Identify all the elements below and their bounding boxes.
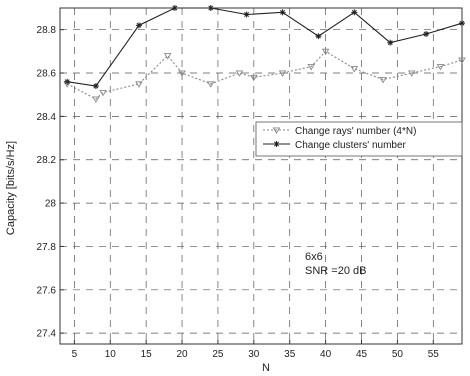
star-stroke [64, 79, 70, 85]
x-tick-label: 50 [392, 349, 404, 360]
legend-box [255, 121, 463, 157]
series-1-point [235, 70, 244, 77]
y-tick-label: 27.8 [37, 242, 57, 253]
series-1-point [278, 70, 287, 77]
series-1-point [379, 76, 387, 84]
series-2-point [279, 9, 286, 16]
series-1-point [135, 81, 143, 88]
y-tick-label: 28.4 [37, 112, 57, 123]
series-2-point [459, 20, 465, 27]
star-stroke [244, 12, 250, 17]
series-2-point [351, 9, 358, 16]
star-stroke [172, 5, 178, 11]
series-1-point [206, 81, 215, 88]
x-axis-label: N [262, 362, 270, 374]
series-1-point [250, 74, 258, 82]
legend-items: Change rays' number (4*N) Change clusters… [263, 126, 416, 151]
star-stroke [351, 9, 357, 15]
series-1-point [307, 63, 316, 71]
y-axis-ticks: 27.4 27.6 27.8 28 28.2 28.4 28.6 28.8 [37, 25, 64, 340]
annotation-size: 6x6 [305, 251, 323, 263]
series-1-point [458, 57, 466, 64]
series-2-point [171, 5, 178, 11]
star-stroke [208, 5, 214, 11]
y-tick-label: 28.2 [37, 155, 57, 166]
star-stroke [387, 40, 393, 46]
legend-label-2: Change clusters' number [295, 140, 407, 151]
series-1-point [321, 48, 330, 56]
star-stroke [136, 22, 142, 28]
series-2-point [387, 39, 394, 46]
star-stroke [280, 9, 285, 15]
series-1-point [92, 96, 100, 103]
y-axis-label: Capacity [bits/s/Hz] [5, 141, 17, 235]
y-tick-label: 28.8 [37, 25, 57, 36]
series-1-point [407, 70, 416, 77]
legend-marker-1 [272, 127, 281, 134]
star-stroke [274, 141, 279, 147]
series-1-point [436, 63, 445, 71]
y-tick-label: 28.6 [37, 69, 57, 80]
legend: Change rays' number (4*N) Change clusters… [255, 121, 463, 157]
plot-area-frame [59, 7, 463, 345]
x-tick-label: 35 [284, 349, 296, 360]
legend-label-1: Change rays' number (4*N) [295, 126, 416, 137]
star-stroke [423, 31, 429, 37]
series-2-point [423, 31, 430, 38]
x-tick-label: 30 [248, 349, 260, 360]
series-2-point [315, 33, 322, 40]
series-1-point [163, 53, 172, 60]
x-tick-label: 25 [212, 349, 224, 360]
x-tick-label: 45 [356, 349, 368, 360]
series-1-point [99, 89, 107, 97]
y-tick-label: 27.4 [37, 329, 57, 340]
star-stroke [459, 20, 465, 26]
annotation-snr: SNR =20 dB [305, 265, 366, 277]
x-tick-label: 40 [320, 349, 332, 360]
series-1-point [350, 66, 359, 73]
star-stroke [315, 33, 321, 39]
star-stroke [93, 83, 99, 89]
series-2-point [243, 11, 250, 18]
x-tick-label: 55 [428, 349, 440, 360]
series-1-point [178, 70, 186, 77]
x-tick-label: 20 [176, 349, 188, 360]
y-tick-label: 28 [45, 199, 57, 210]
series-2-point [207, 5, 214, 11]
series-line-2 [67, 7, 463, 87]
x-axis-ticks: 5 10 15 20 25 30 35 40 45 50 55 [72, 340, 440, 360]
x-tick-label: 10 [105, 349, 117, 360]
series-layer [63, 5, 466, 103]
series-2-point [92, 83, 99, 90]
y-tick-label: 27.6 [37, 285, 57, 296]
x-tick-label: 5 [72, 349, 78, 360]
x-tick-label: 15 [141, 349, 153, 360]
series-2-point [135, 22, 142, 29]
series-2-point [64, 78, 71, 85]
grid-layer [60, 8, 462, 344]
legend-marker-2 [273, 141, 280, 147]
